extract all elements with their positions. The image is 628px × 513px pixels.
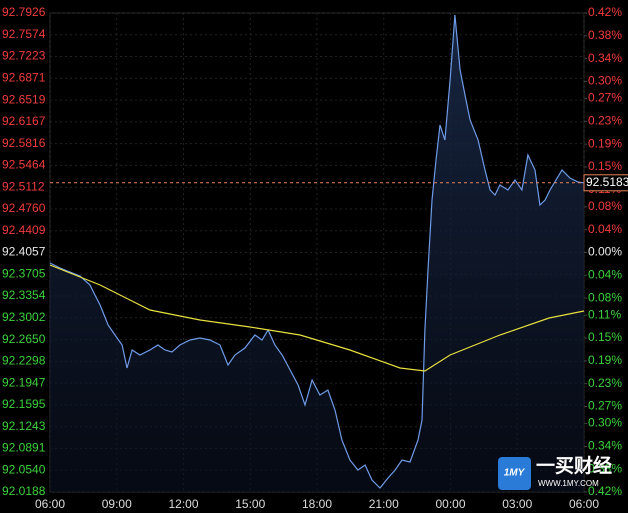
x-tick-label: 15:00 <box>235 497 265 511</box>
y2-tick-label: 0.19% <box>588 353 622 367</box>
y-tick-label: 92.3002 <box>2 310 46 324</box>
logo-text: 1MY <box>504 468 526 479</box>
x-tick-label: 18:00 <box>302 497 332 511</box>
x-tick-label: 00:00 <box>435 497 465 511</box>
y-tick-label: 92.3705 <box>2 266 46 280</box>
y2-tick-label: 0.42% <box>588 5 622 19</box>
y2-tick-label: 0.27% <box>588 91 622 105</box>
y2-tick-label: 0.11% <box>588 307 621 321</box>
last-price-box <box>583 174 628 192</box>
y-tick-label: 92.6519 <box>2 92 46 106</box>
y2-tick-label: 0.34% <box>588 51 622 65</box>
x-tick-label: 09:00 <box>102 497 132 511</box>
y-tick-label: 92.4760 <box>2 201 46 215</box>
y-tick-label: 92.2298 <box>2 354 46 368</box>
line <box>49 264 585 372</box>
y2-tick-label: 0.30% <box>588 74 622 88</box>
y2-tick-label: 0.30% <box>588 416 622 430</box>
y-tick-label: 92.6871 <box>2 70 46 84</box>
y-tick-label: 92.5816 <box>2 136 46 150</box>
plot: 92.7926 92.7574 92.7223 92.6871 92.6519 92.61… <box>2 5 628 511</box>
y2-tick-label: 0.19% <box>588 136 622 150</box>
y2-tick-label: 0.27% <box>588 399 622 413</box>
line <box>49 14 585 489</box>
x-tick-label: 12:00 <box>168 497 198 511</box>
y-tick-label: 92.0540 <box>2 462 46 476</box>
y-tick-label: 92.2650 <box>2 332 46 346</box>
y-tick-label: 92.7223 <box>2 49 46 63</box>
logo-box <box>498 457 531 490</box>
y-tick-label: 92.5112 <box>2 179 45 193</box>
y2-tick-label: 0.42% <box>588 484 622 498</box>
watermark-url: WWW.1MY.COM <box>538 479 599 488</box>
y-tick-label: 92.7926 <box>2 5 46 19</box>
y-tick-label: 92.1947 <box>2 375 46 389</box>
y2-tick-label: 0.38% <box>588 28 622 42</box>
watermark: 1MY 一买财经 WWW.1MY.COM <box>498 454 612 490</box>
area <box>50 15 584 492</box>
y-tick-label: 92.7574 <box>2 27 46 41</box>
y2-tick-label: 0.23% <box>588 376 622 390</box>
watermark-title: 一买财经 <box>536 454 612 477</box>
y-tick-label: 92.6167 <box>2 114 46 128</box>
y-tick-label: 92.0188 <box>2 484 46 498</box>
y2-tick-label: 0.04% <box>588 267 622 281</box>
y-tick-label: 92.5464 <box>2 158 46 172</box>
x-tick-label: 06:00 <box>35 497 65 511</box>
last-price-label: 92.5183 <box>586 175 628 189</box>
y-tick-label: 92.1595 <box>2 397 46 411</box>
y-tick-label: 92.1243 <box>2 419 46 433</box>
y2-tick-label: 0.08% <box>588 199 622 213</box>
y2-tick-label: 0.34% <box>588 439 622 453</box>
y2-tick-label: 0.23% <box>588 114 622 128</box>
y2-tick-label: 0.08% <box>588 290 622 304</box>
y-tick-label: 92.4409 <box>2 223 46 237</box>
y-tick-label: 92.3354 <box>2 288 46 302</box>
y2-tick-label: 0.15% <box>588 159 622 173</box>
x-tick-label: 21:00 <box>369 497 399 511</box>
y2-tick-label: 0.38% <box>588 461 622 475</box>
y2-tick-label: 0.00% <box>588 245 622 259</box>
y2-tick-label: 0.04% <box>588 222 622 236</box>
y2-tick-label: 0.15% <box>588 330 622 344</box>
x-tick-label: 03:00 <box>502 497 532 511</box>
x-tick-label: 06:00 <box>569 497 599 511</box>
y-tick-label: 92.0891 <box>2 441 46 455</box>
y-tick-label: 92.4057 <box>2 245 46 259</box>
